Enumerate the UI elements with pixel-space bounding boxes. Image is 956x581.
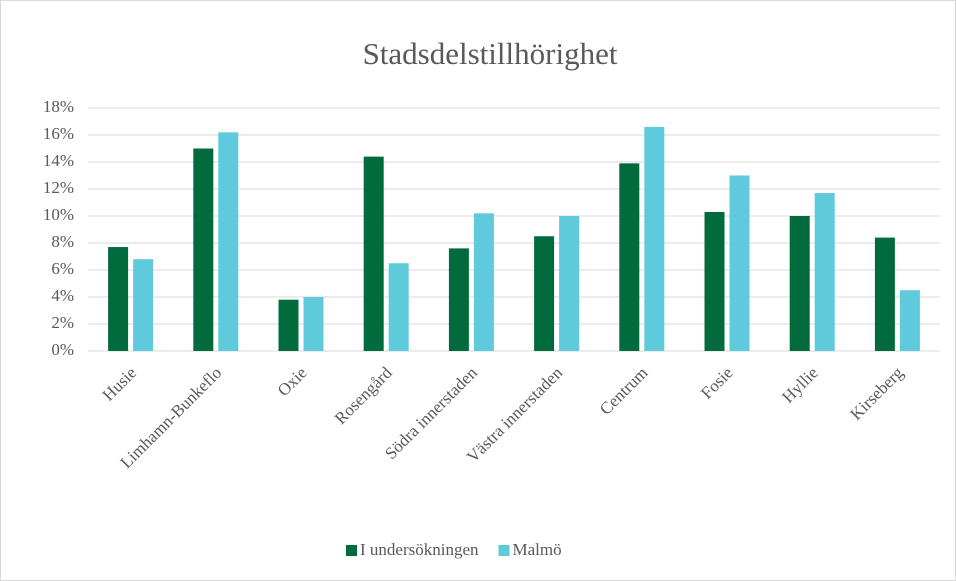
bar [559,216,580,351]
y-tick-label: 10% [43,205,74,224]
bar [619,163,640,351]
y-tick-label: 12% [43,178,74,197]
legend-label: I undersökningen [360,540,479,559]
y-tick-label: 14% [43,151,74,170]
y-tick-label: 4% [51,286,74,305]
bar [363,156,384,351]
bar [729,175,750,351]
legend-swatch [346,545,357,556]
y-tick-label: 18% [43,97,74,116]
bar [534,236,555,351]
bar [814,193,835,351]
bar [789,216,810,351]
bar [303,297,324,351]
bar [704,211,725,351]
bar [193,148,214,351]
legend-label: Malmö [513,540,562,559]
y-tick-label: 16% [43,124,74,143]
bar [388,263,409,351]
y-tick-label: 6% [51,259,74,278]
bar [108,247,129,351]
legend-swatch [498,545,510,556]
chart-title: Stadsdelstillhörighet [363,36,618,71]
bar [218,132,239,351]
bar [874,237,895,351]
bar [899,290,920,351]
y-tick-label: 8% [51,232,74,251]
y-tick-label: 0% [51,340,74,359]
bar [448,248,469,351]
y-tick-label: 2% [51,313,74,332]
bar [644,126,665,352]
bar [278,299,299,351]
bar [473,213,494,351]
bar [133,259,154,351]
